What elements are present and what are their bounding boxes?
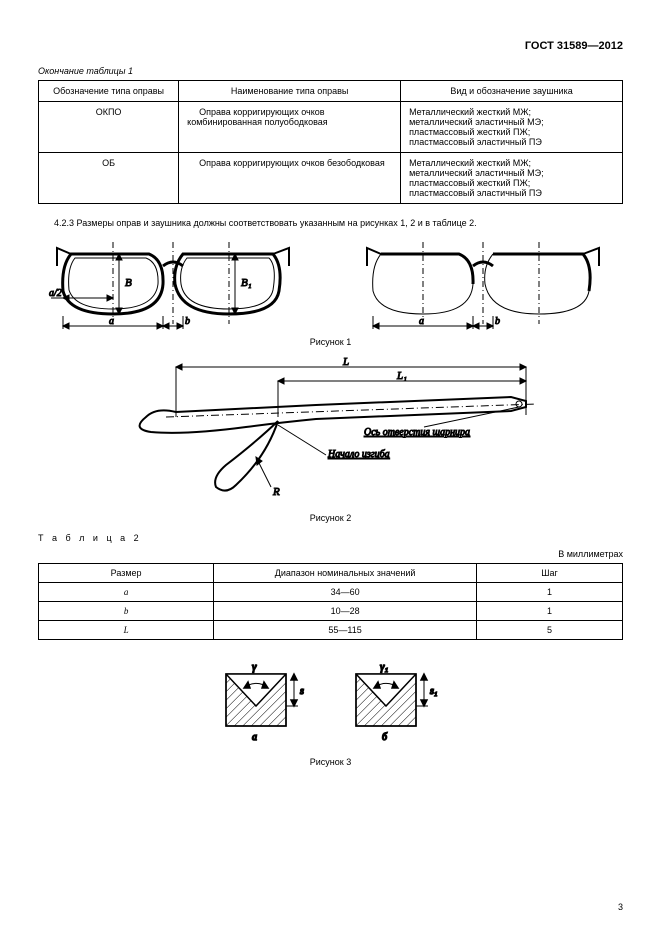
t2-r1-c3: 1 (476, 583, 622, 602)
table-row: a 34—60 1 (39, 583, 623, 602)
figure-1: B B₁ a/2 a b (41, 236, 621, 331)
dim-R: R (272, 486, 280, 498)
t1-r1-code: ОКПО (39, 102, 179, 153)
page-number: 3 (618, 902, 623, 912)
table2: Размер Диапазон номинальных значений Шаг… (38, 563, 623, 640)
table2-units: В миллиметрах (38, 549, 623, 559)
t2-r3-c2: 55—115 (214, 621, 477, 640)
t1-r1-name: Оправа корригирующих очков комбинированн… (179, 102, 401, 153)
t1-r2-code: ОБ (39, 153, 179, 204)
t2-r3-c1: L (39, 621, 214, 640)
table-row: ОБ Оправа корригирующих очков безободков… (39, 153, 623, 204)
dim-a: a (109, 316, 114, 327)
table-row: b 10—28 1 (39, 602, 623, 621)
table-row: ОКПО Оправа корригирующих очков комбинир… (39, 102, 623, 153)
t2-r2-c3: 1 (476, 602, 622, 621)
dim-s1: s₁ (430, 686, 437, 697)
dim-b: b (185, 316, 190, 327)
dim-B1: B₁ (241, 277, 252, 289)
dim-B: B (125, 277, 132, 289)
table1-h2: Наименование типа оправы (179, 81, 401, 102)
table1-caption: Окончание таблицы 1 (38, 66, 623, 76)
dim-L1: L₁ (396, 370, 407, 382)
figure-3: γ s а γ₁ s₁ б (196, 656, 466, 751)
table1-h1: Обозначение типа оправы (39, 81, 179, 102)
dim-gamma: γ (252, 661, 257, 673)
dim-a-r: a (419, 316, 424, 327)
fig3-b: б (382, 732, 388, 743)
table1-h3: Вид и обозначение заушника (401, 81, 623, 102)
t2-r3-c3: 5 (476, 621, 622, 640)
dim-a2: a/2 (49, 288, 62, 299)
t2-h3: Шаг (476, 564, 622, 583)
figure-2: L L₁ Ось отверстия шарнира Начало изгиба (116, 357, 546, 507)
dim-s: s (300, 686, 304, 697)
fig3-a: а (252, 732, 257, 743)
label-axis: Ось отверстия шарнира (364, 427, 470, 438)
t2-r1-c1: a (39, 583, 214, 602)
dim-b-r: b (495, 316, 500, 327)
dim-gamma1: γ₁ (380, 661, 388, 673)
t2-h1: Размер (39, 564, 214, 583)
page: ГОСТ 31589—2012 Окончание таблицы 1 Обоз… (0, 0, 661, 936)
t1-r2-temple: Металлический жесткий МЖ; металлический … (401, 153, 623, 204)
figure3-caption: Рисунок 3 (38, 757, 623, 767)
figure2-caption: Рисунок 2 (38, 513, 623, 523)
paragraph-423: 4.2.3 Размеры оправ и заушника должны со… (38, 218, 623, 228)
t2-r2-c2: 10—28 (214, 602, 477, 621)
label-bend: Начало изгиба (327, 449, 390, 460)
t2-r2-c1: b (39, 602, 214, 621)
figure1-caption: Рисунок 1 (38, 337, 623, 347)
t1-r1-temple: Металлический жесткий МЖ; металлический … (401, 102, 623, 153)
t1-r2-name: Оправа корригирующих очков безободковая (179, 153, 401, 204)
table2-caption: Т а б л и ц а 2 (38, 533, 623, 543)
dim-L: L (341, 357, 348, 368)
document-number: ГОСТ 31589—2012 (38, 40, 623, 52)
table-row: L 55—115 5 (39, 621, 623, 640)
t2-h2: Диапазон номинальных значений (214, 564, 477, 583)
table1: Обозначение типа оправы Наименование тип… (38, 80, 623, 204)
t2-r1-c2: 34—60 (214, 583, 477, 602)
